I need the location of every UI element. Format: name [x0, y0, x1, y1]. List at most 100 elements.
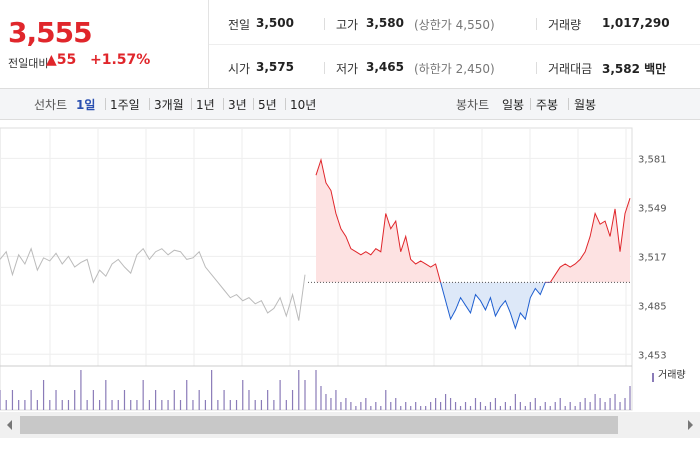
current-price: 3,555: [8, 16, 93, 49]
tab[interactable]: 월봉: [574, 98, 597, 112]
volume-bar: [267, 390, 269, 410]
volume-bar: [320, 386, 322, 410]
volume-bar: [325, 394, 327, 410]
sep: [149, 98, 150, 110]
tab[interactable]: 3개월: [154, 98, 184, 112]
plot: 3,453 3,485 3,517 3,549 3,581: [0, 127, 667, 411]
change-label: 전일대비: [8, 57, 49, 70]
stat-label: 고가: [336, 18, 359, 32]
tab[interactable]: 10년: [290, 98, 317, 112]
volume-bar: [539, 406, 541, 410]
stat-value: 3,580: [366, 16, 404, 30]
volume-bar: [0, 390, 1, 410]
scroll-right[interactable]: [688, 420, 693, 430]
volume-bar: [504, 402, 506, 410]
volume-bar: [86, 400, 88, 410]
sep: [324, 18, 325, 30]
volume-bar: [304, 380, 306, 410]
sep: [536, 62, 537, 74]
y-tick-label: 3,453: [638, 350, 667, 361]
y-tick-label: 3,485: [638, 301, 667, 312]
volume-bar: [80, 370, 82, 410]
volume-bar: [385, 390, 387, 410]
volume-bar: [186, 380, 188, 410]
volume-bar: [380, 406, 382, 410]
volume-bar: [167, 400, 169, 410]
volume-bar: [499, 406, 502, 410]
volume-bar: [579, 402, 581, 410]
volume-bar: [130, 400, 132, 410]
volume-bar: [410, 406, 412, 410]
volume-bar: [420, 406, 422, 410]
volume-bar: [549, 406, 551, 410]
volume-bar: [36, 400, 38, 410]
tab[interactable]: 1년: [196, 98, 215, 112]
volume-bar: [260, 400, 263, 410]
volume-bar: [449, 398, 452, 410]
volume-bar: [534, 398, 536, 410]
volume-bar: [74, 390, 76, 410]
stat-value: 3,500: [256, 16, 294, 30]
volume-bar: [609, 398, 611, 410]
volume-bar: [469, 406, 472, 410]
volume-bar: [223, 390, 225, 410]
area-down: [316, 282, 630, 329]
volume-bar: [559, 398, 561, 410]
volume-bar: [5, 400, 7, 410]
volume-bar: [554, 402, 556, 410]
volume-bar: [142, 380, 144, 410]
divider: [209, 44, 700, 45]
volume-bar: [136, 400, 138, 410]
tab[interactable]: 3년: [228, 98, 247, 112]
stat-label: 전일: [228, 18, 251, 32]
tab[interactable]: 5년: [258, 98, 277, 112]
line-down: [440, 282, 551, 330]
volume-bar: [173, 390, 175, 410]
stat-value: 3,575: [256, 60, 294, 74]
volume-bar: [614, 394, 616, 410]
volume-bar: [229, 400, 231, 410]
stat-value: 3,582 백만: [602, 62, 667, 76]
volume-bar: [375, 402, 377, 410]
sep: [191, 98, 192, 110]
volume-bar: [514, 394, 516, 410]
tab[interactable]: 1주일: [110, 98, 140, 112]
volume-bar: [509, 406, 511, 410]
sep: [223, 98, 224, 110]
volume-bar: [11, 390, 14, 410]
change-pct: +1.57%: [90, 52, 151, 68]
volume-bar: [430, 402, 432, 410]
stat-label: 저가: [336, 62, 359, 76]
volume-bar: [464, 402, 467, 410]
volume-bar: [279, 380, 281, 410]
sep: [285, 98, 286, 110]
volume-bar: [235, 400, 238, 410]
volume-bar: [254, 400, 256, 410]
volume-bar: [544, 402, 546, 410]
tab[interactable]: 1일: [76, 98, 96, 112]
tab[interactable]: 일봉: [502, 98, 525, 112]
volume-bar: [192, 400, 194, 410]
volume-bar: [24, 400, 26, 410]
volume-bar: [211, 370, 213, 410]
tab[interactable]: 주봉: [536, 98, 559, 112]
stat-label: 거래량: [548, 18, 582, 32]
volume-bar: [49, 400, 51, 410]
stat-note: (하한가 2,450): [414, 62, 495, 76]
volume-bar: [604, 402, 606, 410]
volume-bar: [529, 402, 531, 410]
y-tick-label: 3,549: [638, 203, 667, 214]
volume-bar: [415, 402, 417, 410]
volume-bar: [217, 400, 219, 410]
volume-bar: [584, 398, 586, 410]
volume-bar: [370, 406, 372, 410]
line: [0, 247, 306, 321]
volume-bar: [494, 398, 497, 410]
volume-bar: [179, 400, 182, 410]
scroll-thumb[interactable]: [20, 416, 618, 434]
volume-bar: [355, 406, 357, 410]
volume-bar: [400, 406, 402, 410]
scroll-left[interactable]: [7, 420, 12, 430]
